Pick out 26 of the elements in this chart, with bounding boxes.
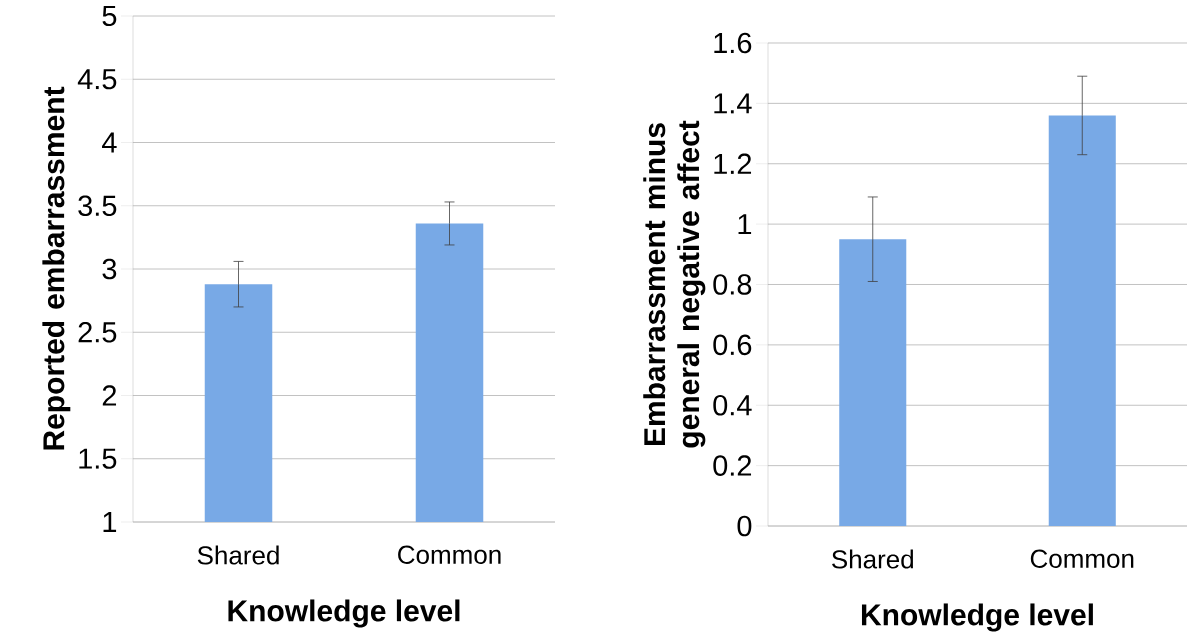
- x-tick-label: Common: [1030, 549, 1134, 568]
- x-tick-label: Shared: [197, 545, 279, 565]
- x-tick-label: Shared: [832, 549, 913, 569]
- y-tick-label: 3.5: [78, 195, 117, 217]
- y-tick-label: 4.5: [77, 69, 117, 90]
- y-tick-label: 1.4: [714, 93, 752, 114]
- y-tick-label: 1: [103, 512, 117, 532]
- y-tick-label: 1.5: [79, 448, 117, 469]
- x-axis-title: Knowledge level: [228, 599, 460, 628]
- y-tick-label: 1: [738, 214, 752, 235]
- y-tick-label: 5: [102, 5, 117, 27]
- y-tick-label: 0.6: [713, 334, 752, 356]
- y-tick-label: 2.5: [78, 321, 117, 343]
- x-axis-title: Knowledge level: [861, 603, 1093, 632]
- y-axis-title: Reported embarrassment: [42, 86, 71, 450]
- y-axis-title: Embarrassment minus general negative affect: [643, 120, 706, 448]
- y-tick-label: 0.4: [713, 394, 752, 416]
- x-tick-label: Common: [398, 545, 501, 564]
- y-tick-label: 4: [102, 132, 117, 153]
- y-tick-label: 0.8: [713, 274, 752, 295]
- y-tick-label: 2: [102, 385, 117, 406]
- y-tick-label: 1.6: [714, 32, 752, 54]
- y-tick-label: 0.2: [713, 455, 752, 476]
- y-tick-label: 0: [737, 515, 752, 537]
- y-tick-label: 3: [102, 258, 117, 280]
- y-tick-label: 1.2: [714, 153, 752, 174]
